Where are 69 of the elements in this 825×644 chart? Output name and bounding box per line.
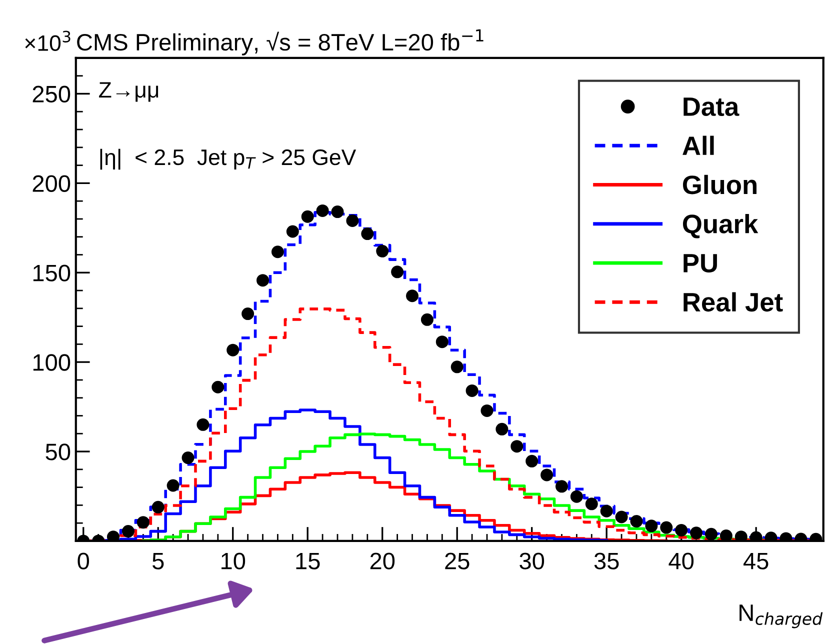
chart-title: CMS Preliminary, √s = 8TeV L=20 fb$^{−1}$ xyxy=(77,29,484,56)
point xyxy=(391,266,404,278)
point xyxy=(480,404,494,417)
legend-label: Quark xyxy=(682,214,758,238)
point xyxy=(420,313,434,326)
point xyxy=(212,380,224,394)
point xyxy=(510,440,524,453)
point xyxy=(630,515,643,528)
x-tick-label: 5 xyxy=(152,552,164,570)
y-tick-label: 250 xyxy=(32,86,70,103)
point xyxy=(182,452,194,464)
x-tick-label: 40 xyxy=(668,552,694,570)
legend-label: Data xyxy=(684,98,740,116)
point xyxy=(122,525,134,538)
point xyxy=(704,528,718,540)
point xyxy=(615,510,628,524)
legend-label: Gluon xyxy=(682,174,756,194)
point xyxy=(316,204,329,217)
point xyxy=(136,516,150,529)
x-tick-label: 15 xyxy=(296,552,320,570)
point xyxy=(152,500,164,514)
point xyxy=(645,520,658,532)
x-axis-title: N$_{charged}$ xyxy=(740,604,823,628)
point xyxy=(600,504,613,518)
x-tick-label: 0 xyxy=(78,552,90,570)
point xyxy=(226,344,240,356)
point xyxy=(570,490,583,503)
point xyxy=(496,422,508,436)
x-tick-label: 35 xyxy=(594,552,619,570)
y-tick-label: 50 xyxy=(46,444,70,460)
point xyxy=(585,498,598,510)
y-tick-label: 150 xyxy=(33,264,70,282)
x-tick-label: 20 xyxy=(370,552,395,570)
point xyxy=(675,524,688,536)
annotation: |η| < 2.5 Jet p$_{T}$ > 25 GeV xyxy=(100,148,356,170)
point xyxy=(540,468,554,482)
point xyxy=(720,530,732,541)
point xyxy=(466,384,478,397)
point xyxy=(331,206,344,218)
point xyxy=(734,530,748,541)
point xyxy=(166,479,180,492)
point xyxy=(436,336,448,348)
point xyxy=(242,308,254,320)
point xyxy=(660,521,673,534)
point xyxy=(256,274,270,287)
point xyxy=(376,244,389,258)
x-tick-label: 30 xyxy=(520,552,544,570)
point xyxy=(555,480,568,493)
x-tick-label: 10 xyxy=(222,552,246,570)
point xyxy=(107,530,120,541)
point xyxy=(690,526,703,540)
point xyxy=(301,210,314,223)
point xyxy=(406,290,419,302)
y-tick-label: 100 xyxy=(33,354,70,371)
legend-label: All xyxy=(682,136,714,155)
point xyxy=(346,214,359,227)
legend-label: Real Jet xyxy=(684,292,783,312)
point xyxy=(450,360,464,374)
point xyxy=(526,454,538,468)
x-tick-label: 45 xyxy=(743,552,768,570)
y-axis-title: ×10$^{3}$ xyxy=(25,30,70,51)
point xyxy=(271,246,284,258)
point xyxy=(196,418,210,431)
annotation: Z→μμ xyxy=(99,82,158,102)
legend-label: PU xyxy=(684,254,717,272)
point xyxy=(286,225,299,238)
x-tick-label: 25 xyxy=(445,552,470,570)
point xyxy=(361,228,374,240)
y-tick-label: 200 xyxy=(32,175,70,192)
